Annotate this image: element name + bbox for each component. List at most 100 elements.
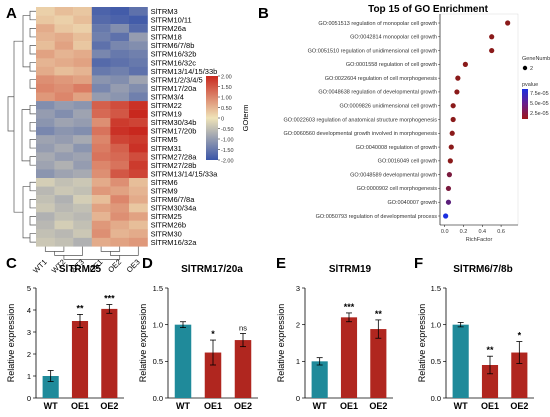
heatmap-cell bbox=[36, 143, 55, 153]
heatmap-cell bbox=[110, 41, 130, 50]
category-label: OE2 bbox=[234, 401, 252, 411]
gene-label: SlTRM6 bbox=[151, 178, 178, 187]
heatmap-cell bbox=[36, 41, 55, 50]
heatmap-cell bbox=[54, 195, 74, 204]
sample-label: OE3 bbox=[125, 257, 142, 274]
significance-label: *** bbox=[104, 294, 115, 304]
y-tick-label: 2 bbox=[296, 320, 300, 329]
dendrogram-branch bbox=[29, 122, 36, 132]
heatmap-cell bbox=[73, 152, 92, 162]
go-term-point bbox=[454, 89, 460, 95]
dendrogram-branch bbox=[7, 96, 14, 132]
heatmap-cell bbox=[91, 135, 111, 144]
y-axis-label: Relative expression bbox=[138, 304, 148, 383]
row-dendrogram bbox=[7, 10, 36, 243]
heatmap-cell bbox=[73, 169, 92, 179]
heatmap-cell bbox=[110, 186, 130, 196]
heatmap-cell bbox=[129, 92, 148, 102]
go-term-label: GO:0050793 regulation of developmental p… bbox=[316, 214, 438, 220]
heatmap-cell bbox=[36, 109, 55, 119]
heatmap-cell bbox=[91, 229, 111, 239]
heatmap-cell bbox=[73, 75, 92, 85]
go-term-label: GO:0042814 monopolar cell growth bbox=[350, 35, 437, 41]
dendrogram-branch bbox=[29, 199, 36, 209]
heatmap-cell bbox=[36, 229, 55, 239]
y-tick-label: 1 bbox=[296, 357, 300, 366]
gene-label: SlTRM30/34b bbox=[151, 118, 197, 127]
heatmap-cell bbox=[91, 126, 111, 136]
panel-letter-b: B bbox=[258, 5, 269, 22]
heatmap-cell bbox=[73, 135, 92, 144]
gene-label: SlTRM3 bbox=[151, 7, 178, 16]
panel-e-bar-chart: E SlTRM19 0 1 2 3 Relative expression WT *** OE1 *… bbox=[276, 255, 393, 411]
heatmap-cell bbox=[36, 92, 55, 102]
heatmap-cell bbox=[129, 178, 148, 187]
heatmap-cell bbox=[36, 160, 55, 170]
heatmap-cell bbox=[129, 212, 148, 221]
heatmap-cell bbox=[73, 229, 92, 239]
gene-label: SlTRM16/32c bbox=[151, 58, 197, 67]
go-term-label: GO:0048589 developmental growth bbox=[350, 172, 437, 178]
bar bbox=[174, 324, 192, 398]
heatmap-cell bbox=[91, 186, 111, 196]
bar bbox=[71, 321, 89, 398]
y-tick-label: 0.0 bbox=[153, 394, 163, 403]
heatmap-cell bbox=[36, 203, 55, 213]
y-axis-label: Relative expression bbox=[6, 304, 16, 383]
dendrogram-branch bbox=[22, 15, 30, 68]
go-term-label: GO:0051510 regulation of unidimensional … bbox=[308, 48, 437, 54]
dendrogram-branch bbox=[29, 233, 36, 243]
heatmap-cell bbox=[73, 49, 92, 59]
go-term-point bbox=[446, 172, 452, 178]
heatmap-cell bbox=[129, 169, 148, 179]
heatmap-cell bbox=[110, 160, 130, 170]
heatmap-cell bbox=[54, 7, 74, 16]
heatmap-cell bbox=[73, 126, 92, 136]
gene-label: SlTRM19 bbox=[151, 110, 182, 119]
heatmap-cell bbox=[73, 92, 92, 102]
bar bbox=[481, 365, 499, 398]
heatmap-cell bbox=[36, 7, 55, 16]
significance-label: ** bbox=[76, 303, 84, 313]
heatmap-cell bbox=[110, 178, 130, 187]
dendrogram-branch bbox=[13, 40, 23, 213]
gene-label: SlTRM3/4 bbox=[151, 92, 184, 101]
y-tick-label: 5 bbox=[27, 284, 31, 293]
gene-label: SlTRM16/32b bbox=[151, 50, 197, 59]
y-tick-label: 2 bbox=[27, 350, 31, 359]
category-label: OE1 bbox=[481, 401, 499, 411]
y-tick-label: 1.5 bbox=[153, 284, 163, 293]
heatmap-cell bbox=[110, 237, 130, 247]
x-tick-label: 0.4 bbox=[478, 229, 486, 235]
dendrogram-branch bbox=[29, 104, 36, 115]
significance-label: ns bbox=[239, 323, 247, 332]
heatmap-cell bbox=[129, 49, 148, 59]
colorbar-tick-label: -2.00 bbox=[221, 158, 234, 164]
go-term-point bbox=[489, 34, 495, 40]
dendrogram-branch bbox=[29, 181, 36, 192]
heatmap-cell bbox=[73, 195, 92, 204]
heatmap-cell bbox=[54, 237, 74, 247]
heatmap-cell bbox=[129, 32, 148, 42]
heatmap-cell bbox=[54, 32, 74, 42]
heatmap-cell bbox=[91, 15, 111, 25]
heatmap-cell bbox=[91, 169, 111, 179]
dendrogram-branch bbox=[29, 10, 36, 21]
dendrogram-branch bbox=[54, 246, 83, 256]
colorbar-tick-label: -1.50 bbox=[221, 148, 234, 154]
y-tick-label: 3 bbox=[296, 284, 300, 293]
go-term-point bbox=[450, 116, 456, 123]
heatmap-cell bbox=[91, 66, 111, 76]
gene-label: SlTRM26a bbox=[151, 24, 187, 33]
heatmap-cell bbox=[129, 135, 148, 144]
heatmap-cell bbox=[73, 212, 92, 221]
heatmap-cell bbox=[73, 203, 92, 213]
panel-letter-a: A bbox=[6, 5, 17, 22]
category-label: WT bbox=[44, 401, 58, 411]
heatmap-cell bbox=[110, 195, 130, 204]
heatmap-cell bbox=[91, 7, 111, 16]
heatmap-cell bbox=[110, 152, 130, 162]
go-term-label: GO:0022603 regulation of anatomical stru… bbox=[284, 117, 438, 123]
y-tick-label: 0.0 bbox=[431, 394, 441, 403]
